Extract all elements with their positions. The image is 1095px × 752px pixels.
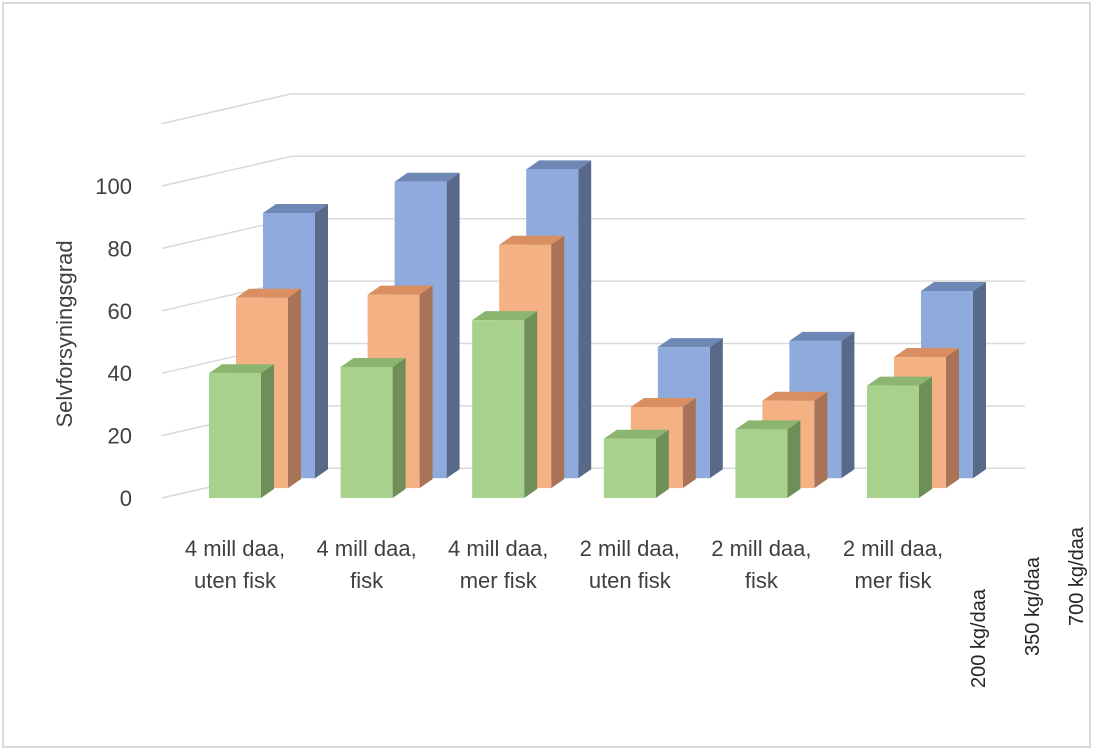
bar-top [340,357,406,367]
y-tick-label: 100 [95,174,132,199]
bar-top [921,282,986,291]
bar-top [367,285,433,295]
bar [735,420,801,498]
category-label-line: 2 mill daa, [580,536,680,561]
bar-side [814,391,828,489]
bar-front [472,320,525,498]
bar-side [946,348,959,489]
depth-axis-labels: 200 kg/daa 350 kg/daa 700 kg/daa [968,526,1088,688]
series-label: 200 kg/daa [968,588,990,688]
bar-side [655,429,669,498]
series-label: 350 kg/daa [1022,556,1044,656]
bar-top [209,364,274,374]
bar-top [603,429,669,439]
bar [209,364,274,498]
category-label-line: uten fisk [589,568,672,593]
category-label-line: 4 mill daa, [448,536,548,561]
bar-top [526,160,592,170]
bar [340,357,406,498]
bar-side [578,160,592,479]
category-label-line: 2 mill daa, [711,536,811,561]
bar-side [288,288,301,489]
bar-side [841,331,855,479]
bar-side [392,357,406,498]
category-label-line: 2 mill daa, [843,536,943,561]
category-label: 4 mill daa, mer fisk [448,536,548,593]
gridline-diagonal [161,155,292,187]
y-tick-label: 20 [108,424,132,449]
bar-top [394,172,460,182]
bar-top [499,235,565,245]
bar-front [209,373,261,498]
bar-top [630,397,696,407]
bar-top [472,311,538,321]
bar-side [709,338,723,479]
gridline-diagonal [161,93,292,125]
category-label-line: fisk [350,568,384,593]
bar-side [261,364,274,498]
bar-top [735,420,801,430]
category-label: 2 mill daa, mer fisk [843,536,943,593]
bar-top [236,288,301,298]
bar-side [446,172,460,479]
bar-front [735,429,788,498]
category-label-line: uten fisk [194,568,277,593]
y-tick-label: 80 [108,236,132,261]
bar-side [315,204,328,479]
bars [209,160,986,498]
y-tick-label: 0 [120,486,132,511]
series-label: 700 kg/daa [1066,526,1088,626]
bar-side [787,420,801,498]
bar-top [762,391,828,401]
y-tick-label: 60 [108,299,132,324]
category-label-line: 4 mill daa, [316,536,416,561]
bar [867,376,932,498]
bar-side [419,285,433,489]
bar-top [657,338,723,348]
bar-side [919,376,932,498]
category-label: 4 mill daa, fisk [316,536,416,593]
bar-front [603,438,656,498]
category-label-line: fisk [745,568,779,593]
bar-front [340,366,393,498]
y-axis-ticks: 0 20 40 60 80 100 [95,174,132,511]
category-label-line: 4 mill daa, [185,536,285,561]
bar-side [551,235,565,489]
y-axis-label: Selvforsyningsgrad [52,240,77,427]
bar-top [894,348,959,358]
bar-top [789,331,855,341]
bar-top [867,376,932,386]
y-tick-label: 40 [108,361,132,386]
bar-top [263,204,328,213]
category-label: 2 mill daa, fisk [711,536,811,593]
category-label-line: mer fisk [460,568,538,593]
category-label-line: mer fisk [855,568,933,593]
bar-front [867,385,919,498]
bar-side [524,311,538,498]
bar [603,429,669,498]
bar-side [682,397,696,489]
series-1 [209,311,932,498]
chart-3d-column: 0 20 40 60 80 100 Selvforsyningsgrad 4 mill daa… [52,93,1088,688]
category-label: 4 mill daa, uten fisk [185,536,285,593]
bar-side [973,282,986,479]
bar [472,311,538,498]
category-label: 2 mill daa, uten fisk [580,536,680,593]
